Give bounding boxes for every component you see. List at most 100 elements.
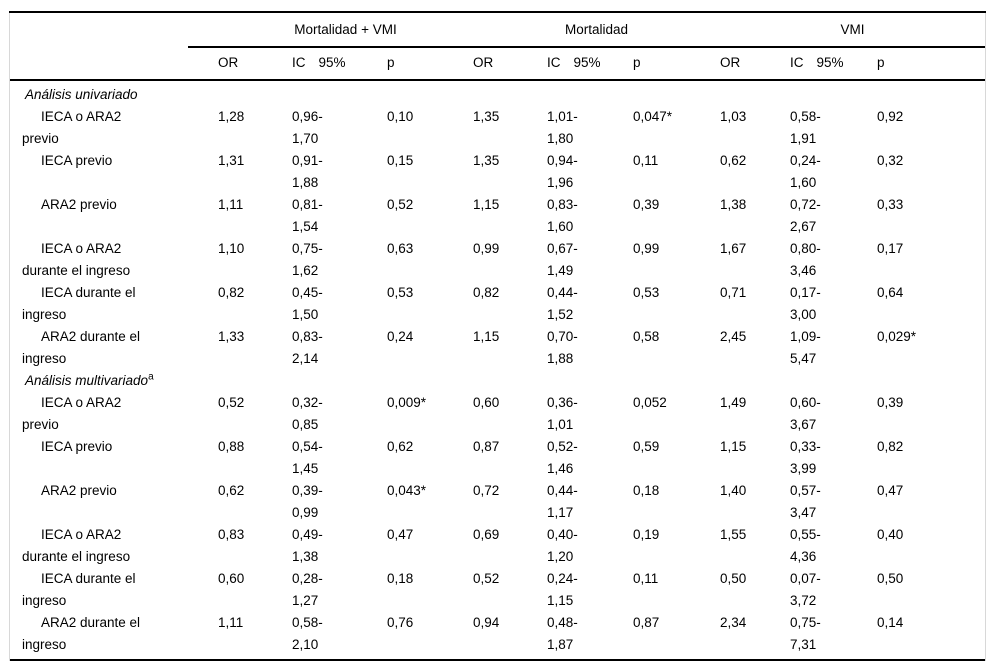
ic95-upper-line: 0,39- (292, 483, 323, 498)
p-value: 0,15 (387, 153, 414, 168)
bottom-rule (10, 659, 985, 661)
or-value: 0,60 (473, 395, 500, 410)
row-label: IECA o ARA2 durante el ingreso (10, 524, 218, 568)
section-title-text: Análisis univariado (25, 87, 138, 102)
ic95-value: 0,32- 0,85 (292, 392, 387, 436)
ic95-value: 0,40- 1,20 (547, 524, 633, 568)
or-value: 1,11 (218, 197, 244, 212)
or-value: 1,38 (720, 197, 747, 212)
row-label: IECA durante el ingreso (10, 282, 218, 326)
ic95-value: 0,24- 1,15 (547, 568, 633, 612)
group-header-vmi: VMI (840, 22, 865, 37)
ic95-upper-line: 0,52- (547, 439, 578, 454)
p-value: 0,76 (387, 615, 414, 630)
ic95-lower-line: 5,47 (790, 351, 817, 366)
table-row: ARA2 durante el ingreso 1,11 0,58- 2,10 0,76 0… (10, 612, 985, 656)
ic95-upper-line: 0,32- (292, 395, 323, 410)
table-row: IECA o ARA2 previo 0,52 0,32- 0,85 0,009* 0,60… (10, 392, 985, 436)
section-footnote-marker: a (148, 371, 154, 383)
ic95-lower-line: 1,88 (292, 175, 319, 190)
ic95-upper-line: 0,81- (292, 197, 323, 212)
ic95-lower-line: 1,50 (292, 307, 319, 322)
or-value: 0,72 (473, 483, 500, 498)
ic95-lower-line: 1,87 (547, 637, 574, 652)
or-value: 0,83 (218, 527, 245, 542)
table-row: IECA durante el ingreso 0,82 0,45- 1,50 0,53 0… (10, 282, 985, 326)
ic95-upper-line: 0,75- (790, 615, 821, 630)
ic95-upper-line: 0,17- (790, 285, 821, 300)
ic95-upper-line: 1,09- (790, 329, 821, 344)
ic95-value: 0,39- 0,99 (292, 480, 387, 524)
group-header-mortalidad-vmi: Mortalidad + VMI (294, 22, 397, 37)
row-label-line1: ARA2 previo (41, 483, 117, 498)
p-value: 0,047* (633, 109, 673, 124)
ic95-value: 0,52- 1,46 (547, 436, 633, 480)
p-value: 0,18 (633, 483, 660, 498)
table-body: Análisis univariado IECA o ARA2 previo 1,28… (10, 81, 985, 659)
p-value: 0,029* (877, 329, 917, 344)
table-row: IECA previo 1,31 0,91- 1,88 0,15 1,35 0,94- 1,9… (10, 150, 985, 194)
row-label-line2: previo (22, 417, 59, 432)
column-header-or: OR (720, 55, 741, 70)
or-value: 0,52 (218, 395, 245, 410)
ic95-value: 0,07- 3,72 (790, 568, 877, 612)
ic95-lower-line: 7,31 (790, 637, 817, 652)
ic95-lower-line: 3,00 (790, 307, 817, 322)
p-value: 0,53 (387, 285, 414, 300)
group-underline-rule (188, 46, 985, 48)
ic95-value: 0,58- 1,91 (790, 106, 877, 150)
or-value: 1,35 (473, 109, 500, 124)
ic95-lower-line: 2,14 (292, 351, 319, 366)
row-label-line1: IECA o ARA2 (41, 109, 122, 124)
p-value: 0,11 (633, 153, 659, 168)
or-value: 1,11 (218, 615, 244, 630)
ic95-lower-line: 1,38 (292, 549, 319, 564)
row-label-line2: ingreso (22, 593, 67, 608)
row-label: IECA o ARA2 previo (10, 392, 218, 436)
or-value: 1,15 (473, 197, 500, 212)
column-header-or: OR (473, 55, 494, 70)
ic95-value: 0,48- 1,87 (547, 612, 633, 656)
top-rule (9, 11, 986, 13)
column-header-p: p (633, 55, 641, 70)
ic95-lower-line: 1,45 (292, 461, 319, 476)
header-body-rule (10, 79, 985, 81)
p-value: 0,14 (877, 615, 904, 630)
column-header-ic95: IC 95% (547, 55, 601, 70)
row-label-line2: ingreso (22, 351, 67, 366)
section-title: Análisis multivariadoa (10, 370, 985, 392)
ic95-value: 0,55- 4,36 (790, 524, 877, 568)
row-label-line1: IECA previo (41, 439, 113, 454)
p-value: 0,87 (633, 615, 660, 630)
ic95-value: 0,80- 3,46 (790, 238, 877, 282)
ic95-value: 0,36- 1,01 (547, 392, 633, 436)
or-value: 0,87 (473, 439, 500, 454)
p-value: 0,39 (633, 197, 660, 212)
p-value: 0,33 (877, 197, 904, 212)
ic95-value: 0,28- 1,27 (292, 568, 387, 612)
ic95-upper-line: 0,28- (292, 571, 323, 586)
ic95-value: 0,54- 1,45 (292, 436, 387, 480)
p-value: 0,19 (633, 527, 660, 542)
ic95-lower-line: 3,99 (790, 461, 817, 476)
column-header-ic95: IC 95% (292, 55, 346, 70)
or-value: 0,71 (720, 285, 747, 300)
ic95-upper-line: 0,91- (292, 153, 323, 168)
ic95-value: 1,01- 1,80 (547, 106, 633, 150)
ic95-lower-line: 1,96 (547, 175, 574, 190)
row-label-line1: IECA durante el (41, 285, 136, 300)
ic95-value: 0,44- 1,52 (547, 282, 633, 326)
ic95-value: 0,44- 1,17 (547, 480, 633, 524)
p-value: 0,62 (387, 439, 414, 454)
table-row: ARA2 previo 0,62 0,39- 0,99 0,043* 0,72 0,44- 1… (10, 480, 985, 524)
or-value: 0,94 (473, 615, 500, 630)
ic95-upper-line: 0,33- (790, 439, 821, 454)
ic95-value: 0,60- 3,67 (790, 392, 877, 436)
ic95-value: 0,45- 1,50 (292, 282, 387, 326)
p-value: 0,64 (877, 285, 904, 300)
row-label: IECA durante el ingreso (10, 568, 218, 612)
ic95-upper-line: 0,60- (790, 395, 821, 410)
ic95-lower-line: 1,20 (547, 549, 574, 564)
or-value: 1,15 (473, 329, 500, 344)
